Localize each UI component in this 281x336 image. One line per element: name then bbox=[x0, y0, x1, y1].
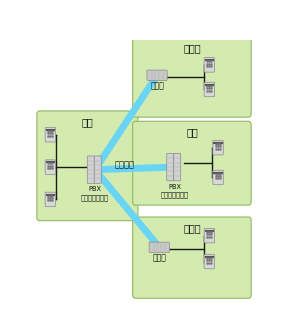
FancyBboxPatch shape bbox=[87, 156, 94, 183]
FancyBboxPatch shape bbox=[204, 254, 215, 269]
FancyBboxPatch shape bbox=[45, 192, 56, 207]
FancyBboxPatch shape bbox=[133, 217, 251, 298]
Text: 音声伝送: 音声伝送 bbox=[115, 160, 135, 169]
FancyBboxPatch shape bbox=[204, 228, 215, 243]
FancyBboxPatch shape bbox=[37, 111, 138, 221]
Text: PBX
（構内交換機）: PBX （構内交換機） bbox=[160, 184, 189, 198]
FancyBboxPatch shape bbox=[45, 160, 56, 174]
FancyBboxPatch shape bbox=[167, 153, 174, 181]
Text: 支店: 支店 bbox=[186, 127, 198, 137]
FancyBboxPatch shape bbox=[45, 127, 56, 142]
FancyBboxPatch shape bbox=[133, 121, 251, 205]
Text: PBX
（構内交換機）: PBX （構内交換機） bbox=[81, 186, 109, 201]
FancyBboxPatch shape bbox=[149, 242, 169, 252]
FancyBboxPatch shape bbox=[204, 82, 215, 97]
FancyBboxPatch shape bbox=[133, 37, 251, 117]
Text: 営業所: 営業所 bbox=[183, 43, 201, 53]
FancyBboxPatch shape bbox=[174, 153, 181, 181]
FancyBboxPatch shape bbox=[147, 70, 167, 80]
FancyBboxPatch shape bbox=[213, 140, 223, 155]
Text: 主装置: 主装置 bbox=[152, 254, 166, 263]
FancyBboxPatch shape bbox=[94, 156, 101, 183]
Text: 営業所: 営業所 bbox=[183, 223, 201, 233]
Text: 本社: 本社 bbox=[81, 117, 93, 127]
Text: 主装置: 主装置 bbox=[150, 82, 164, 91]
FancyBboxPatch shape bbox=[204, 58, 215, 72]
FancyBboxPatch shape bbox=[213, 170, 223, 185]
